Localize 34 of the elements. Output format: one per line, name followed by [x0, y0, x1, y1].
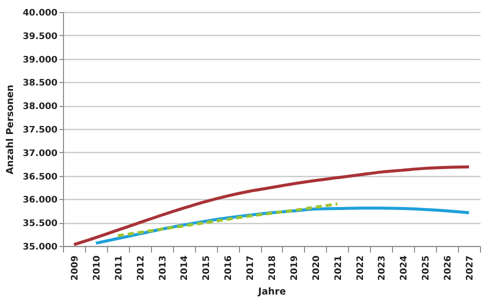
line-series — [116, 202, 339, 238]
x-tick-label: 2009 — [70, 256, 80, 281]
y-tick-label: 38.000 — [22, 102, 58, 112]
x-tick-label: 2010 — [92, 256, 102, 281]
x-tick-label: 2022 — [356, 256, 366, 281]
y-tick-label: 36.000 — [22, 196, 58, 206]
x-tick-label: 2023 — [378, 256, 388, 281]
x-tick-label: 2021 — [334, 256, 344, 281]
x-tick-label: 2019 — [290, 256, 300, 281]
x-tick-label: 2015 — [202, 256, 212, 281]
y-tick-label: 35.000 — [22, 242, 58, 252]
y-tick-label: 37.000 — [22, 148, 58, 159]
x-tick-label: 2011 — [114, 256, 124, 281]
x-tick-label: 2027 — [466, 256, 476, 281]
y-tick-label: 37.500 — [22, 126, 58, 136]
x-tick-label: 2026 — [444, 256, 454, 281]
x-tick-label: 2020 — [312, 256, 322, 281]
y-tick-label: 40.000 — [22, 8, 58, 18]
x-tick-label: 2025 — [422, 256, 432, 281]
y-tick-label: 38.500 — [22, 78, 58, 89]
x-tick-label: 2012 — [136, 256, 146, 281]
x-tick-label: 2024 — [400, 256, 410, 281]
x-axis-title: Jahre — [257, 286, 286, 298]
x-tick-label: 2014 — [180, 256, 190, 281]
x-tick-label: 2013 — [158, 256, 168, 281]
y-tick-label: 39.000 — [22, 55, 58, 66]
x-tick-label: 2016 — [224, 256, 234, 281]
y-tick-label: 36.500 — [22, 172, 58, 182]
x-tick-label: 2017 — [246, 256, 256, 281]
line-series — [72, 165, 471, 246]
y-tick-label: 35.500 — [22, 219, 58, 230]
y-tick-label: 39.500 — [22, 32, 58, 42]
y-axis-title: Anzahl Personen — [4, 84, 16, 174]
x-tick-label: 2018 — [268, 256, 278, 281]
